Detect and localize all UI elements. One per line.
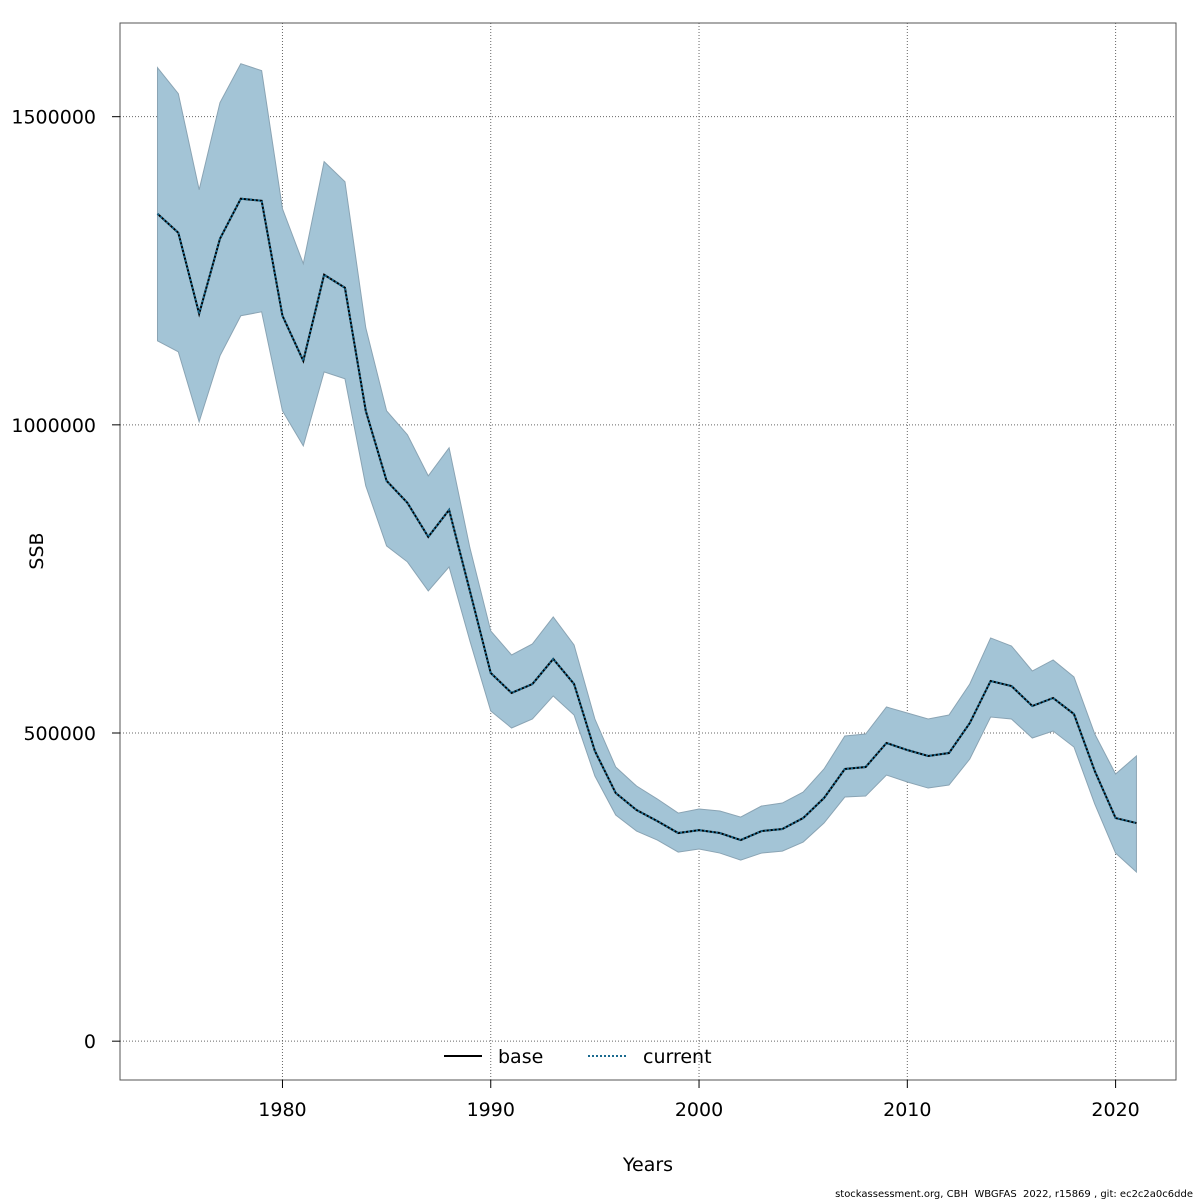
x-tick-label: 2000 [675, 1099, 723, 1121]
x-axis: 1980 1990 2000 2010 2020 [258, 1080, 1140, 1121]
x-tick-label: 1990 [467, 1099, 515, 1121]
confidence-band [156, 63, 1137, 874]
y-tick-label: 1500000 [11, 107, 96, 129]
legend-label-current: current [643, 1046, 712, 1068]
y-tick-label: 500000 [23, 723, 96, 745]
y-axis: 0 500000 1000000 1500000 [11, 107, 120, 1053]
legend-label-base: base [498, 1046, 543, 1068]
y-tick-label: 0 [84, 1031, 96, 1053]
grid [120, 23, 1176, 1080]
series-line-current [156, 197, 1137, 842]
x-tick-label: 1980 [258, 1099, 306, 1121]
footer-text: stockassessment.org, CBH WBGFAS 2022, r1… [835, 1189, 1193, 1200]
x-axis-label: Years [622, 1154, 673, 1176]
plot-frame [119, 22, 1177, 1081]
y-axis-label: SSB [26, 532, 48, 569]
x-tick-label: 2010 [883, 1099, 931, 1121]
legend: base current [444, 1046, 712, 1068]
x-tick-label: 2020 [1091, 1099, 1139, 1121]
y-tick-label: 1000000 [11, 415, 96, 437]
